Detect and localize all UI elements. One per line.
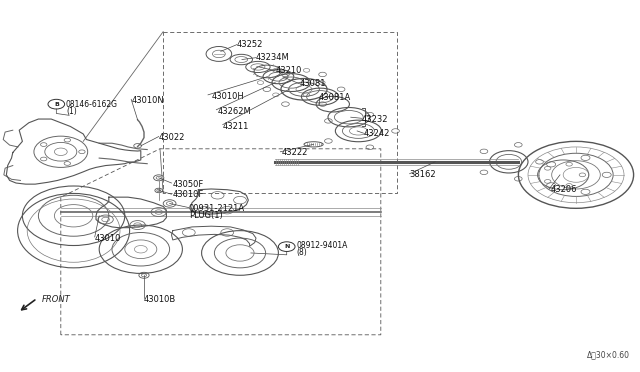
Text: 08912-9401A: 08912-9401A — [296, 241, 348, 250]
Text: 43010: 43010 — [95, 234, 121, 243]
Text: 43222: 43222 — [282, 148, 308, 157]
Text: 43234M: 43234M — [256, 53, 290, 62]
Text: 43022: 43022 — [159, 133, 185, 142]
Text: 43262M: 43262M — [218, 107, 252, 116]
Text: (1): (1) — [66, 107, 77, 116]
Text: 43050F: 43050F — [173, 180, 204, 189]
Text: N: N — [284, 244, 289, 249]
Text: 43211: 43211 — [223, 122, 249, 131]
Text: 08146-6162G: 08146-6162G — [66, 100, 118, 109]
Text: PLUG(1): PLUG(1) — [189, 211, 223, 220]
Text: B: B — [54, 102, 59, 107]
Text: (8): (8) — [296, 248, 307, 257]
Text: 43081: 43081 — [300, 79, 326, 88]
Text: 43010B: 43010B — [144, 295, 176, 304]
Text: FRONT: FRONT — [42, 295, 70, 304]
Text: 43010N: 43010N — [131, 96, 164, 105]
Text: 38162: 38162 — [410, 170, 436, 179]
Text: 43010H: 43010H — [211, 92, 244, 101]
Text: 00931-2121A: 00931-2121A — [189, 204, 245, 213]
Text: 43242: 43242 — [364, 129, 390, 138]
Text: 43206: 43206 — [550, 185, 577, 194]
Text: 43210: 43210 — [275, 66, 301, 75]
Text: 43010F: 43010F — [173, 190, 204, 199]
Text: 43081A: 43081A — [319, 93, 351, 102]
Text: 43252: 43252 — [237, 40, 263, 49]
Text: 43232: 43232 — [362, 115, 388, 124]
Text: Δ・30×0.60: Δ・30×0.60 — [588, 350, 630, 359]
